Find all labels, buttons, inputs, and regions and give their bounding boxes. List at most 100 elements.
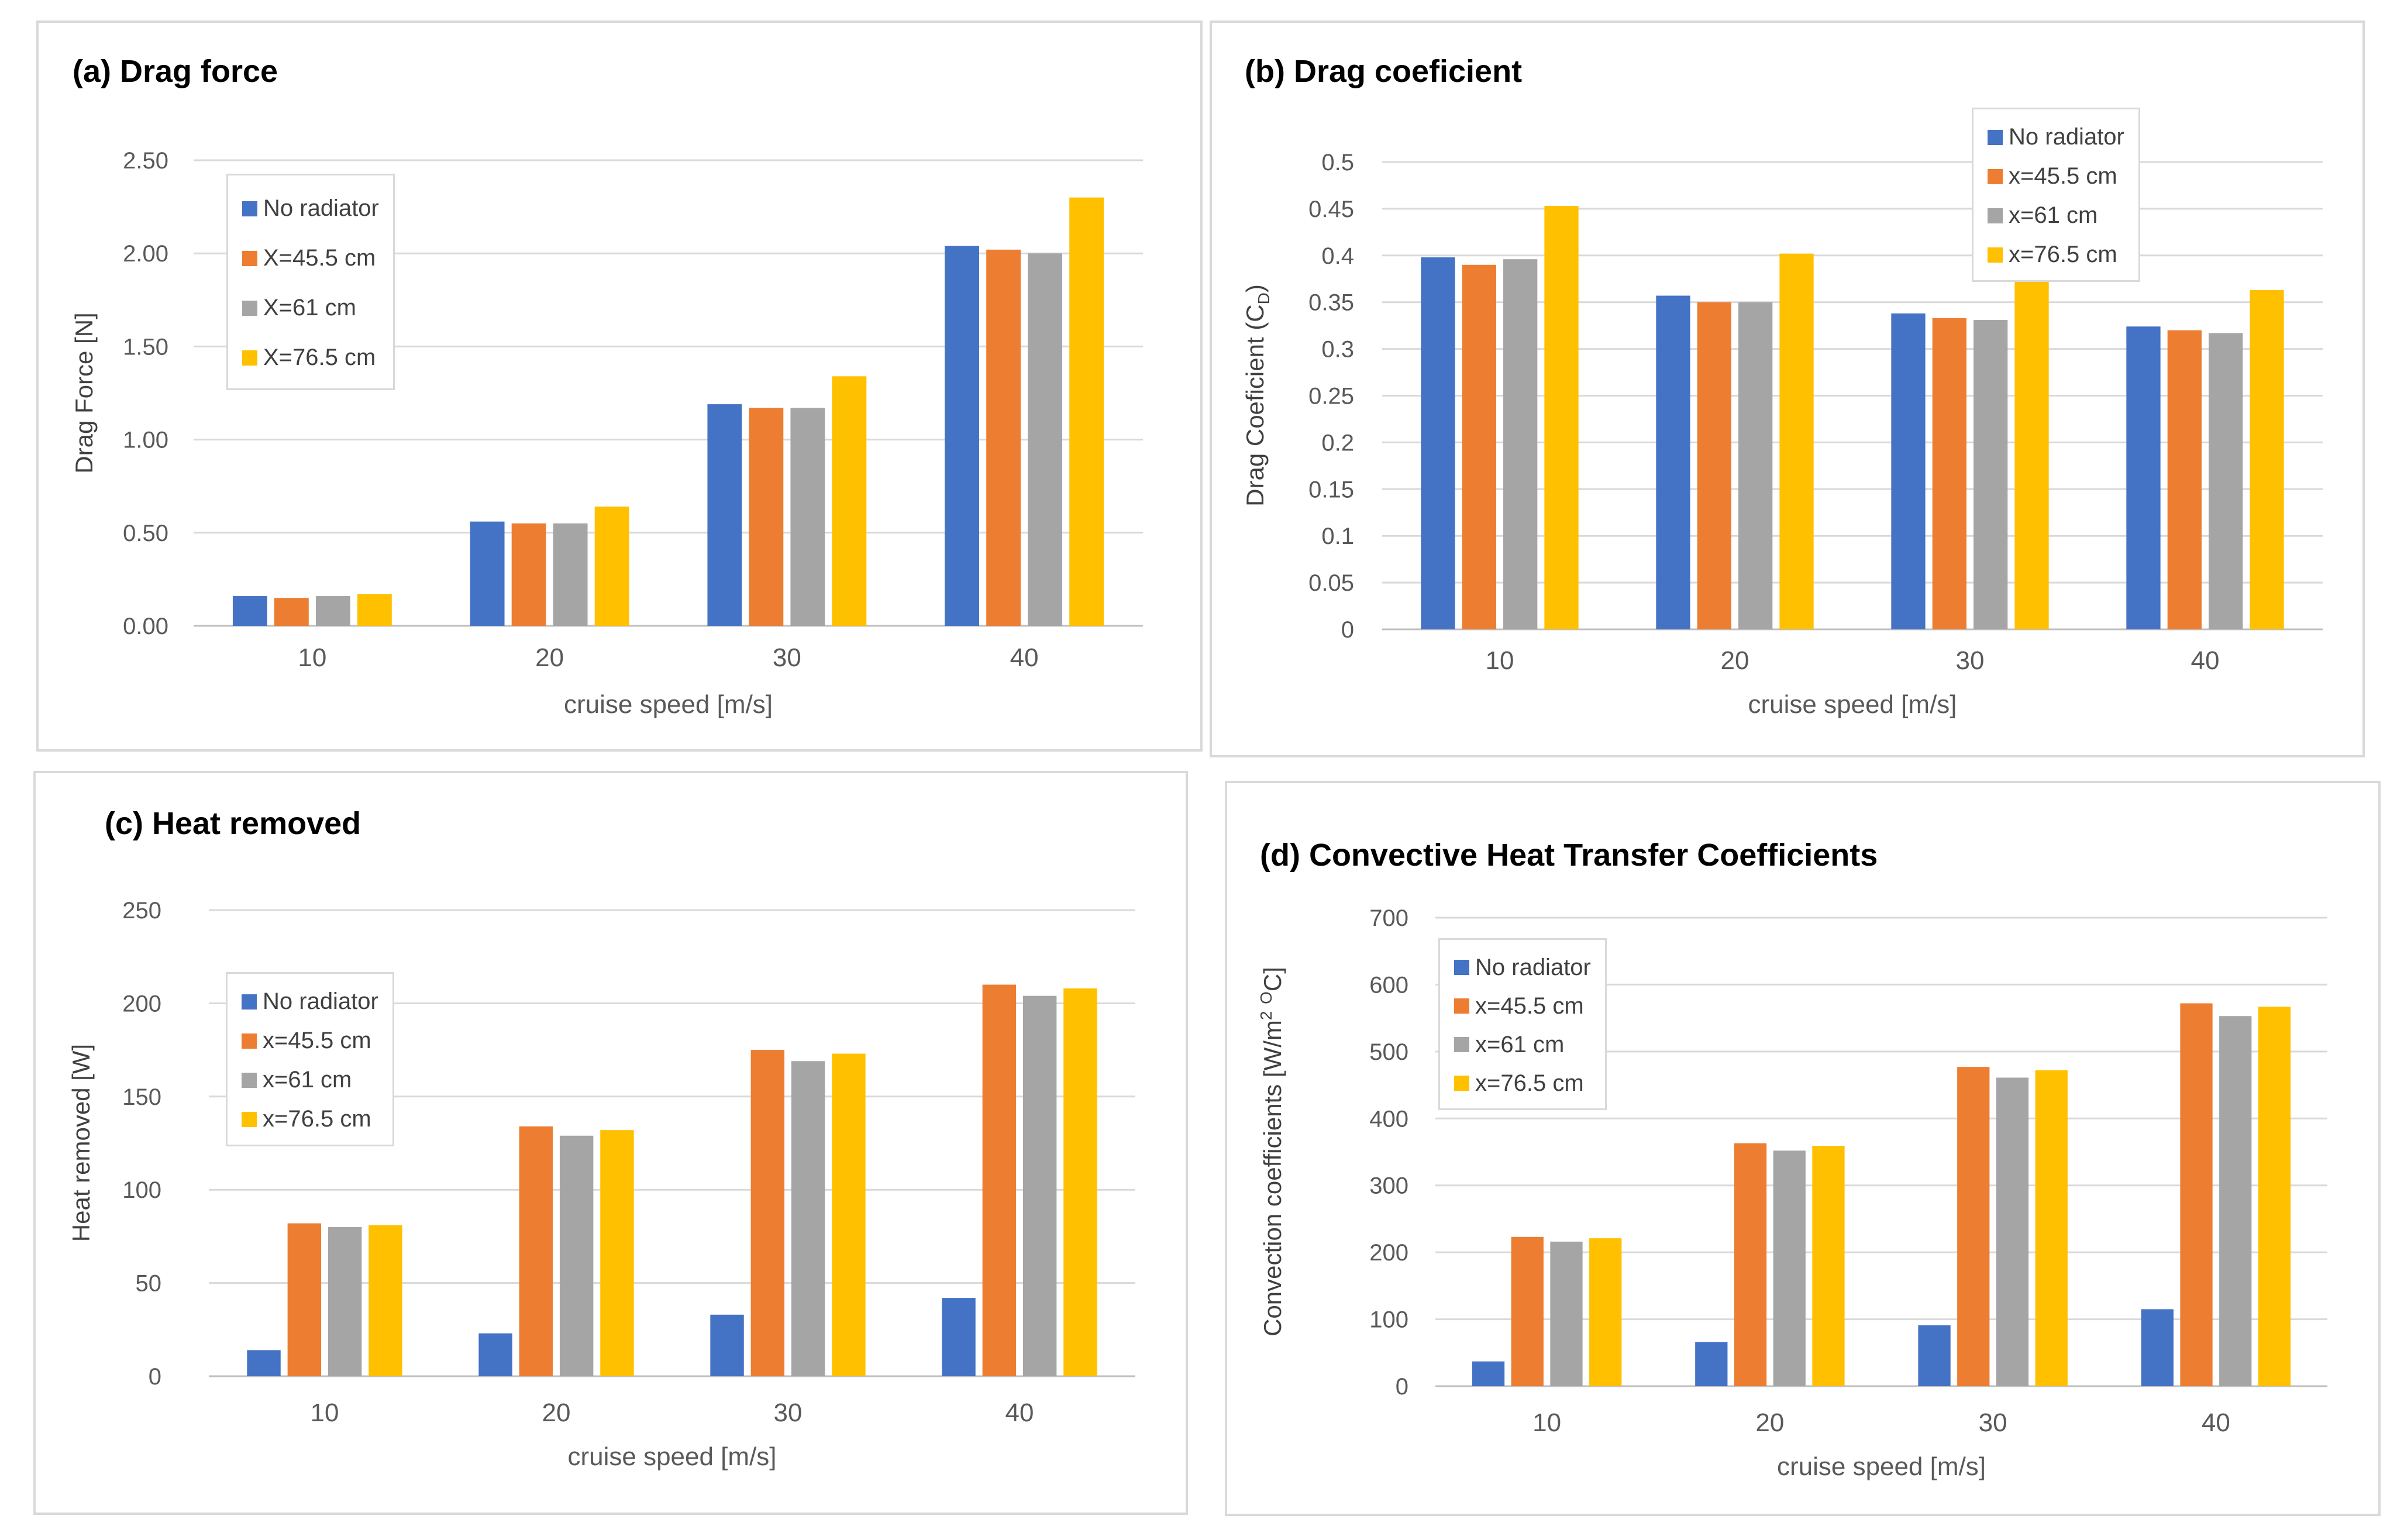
- legend: No radiator x=45.5 cm x=61 cm x=76.5 cm: [226, 972, 394, 1146]
- y-axis-label: Heat removed [W]: [67, 1044, 95, 1242]
- legend: No radiator x=45.5 cm x=61 cm x=76.5 cm: [1972, 108, 2140, 282]
- bar: [2141, 1309, 2174, 1386]
- bar: [1697, 302, 1731, 629]
- bar: [368, 1225, 402, 1376]
- bar: [1812, 1146, 1845, 1386]
- legend-swatch: [1454, 998, 1469, 1014]
- bar: [1738, 302, 1773, 629]
- bar: [1462, 264, 1496, 629]
- legend-swatch: [242, 300, 257, 316]
- bar: [1022, 995, 1057, 1376]
- bar: [478, 1333, 512, 1376]
- bar: [2258, 1007, 2291, 1386]
- legend-label: No radiator: [263, 195, 379, 221]
- legend-item-x45: x=45.5 cm: [1454, 987, 1591, 1025]
- legend-item-x76: x=76.5 cm: [242, 1100, 378, 1139]
- legend: No radiator x=45.5 cm x=61 cm x=76.5 cm: [1438, 938, 1607, 1110]
- y-tick-label: 0.15: [1308, 477, 1354, 502]
- panel-heat-removed: (c) Heat removed 0 50 100 150 200 250 10 20 30 40…: [33, 771, 1188, 1515]
- x-tick-label: 10: [298, 643, 326, 672]
- x-axis-label: cruise speed [m/s]: [1777, 1452, 1986, 1481]
- legend-swatch: [1454, 1037, 1469, 1052]
- legend-label: No radiator: [263, 988, 378, 1014]
- legend-item-no-radiator: No radiator: [1988, 118, 2124, 157]
- y-tick-label: 0.05: [1308, 570, 1354, 596]
- bar: [315, 596, 350, 626]
- chart-drag-force: 0.00 0.50 1.00 1.50 2.00 2.50 10 20 30 40 cruise s…: [70, 148, 1143, 719]
- y-tick-label: 0.45: [1308, 197, 1354, 222]
- bar: [357, 594, 392, 626]
- y-tick-label: 300: [1369, 1173, 1408, 1199]
- x-axis-label: cruise speed [m/s]: [567, 1442, 776, 1471]
- bar: [594, 507, 629, 626]
- bar: [519, 1126, 553, 1376]
- bar: [2035, 1070, 2068, 1386]
- y-tick-label: 0.5: [1321, 150, 1354, 175]
- legend-item-x76: X=76.5 cm: [242, 333, 379, 383]
- bar: [1734, 1143, 1767, 1386]
- legend-swatch: [1988, 168, 2003, 184]
- chart-convective-coefficients: 0 100 200 300 400 500 600 700 10 20 30 40 cruise spe…: [1257, 905, 2327, 1481]
- y-tick-label: 0.00: [123, 614, 168, 639]
- x-tick-label: 10: [1532, 1408, 1561, 1437]
- bar: [1069, 197, 1104, 626]
- legend-label: No radiator: [2009, 124, 2124, 150]
- bar: [2209, 333, 2243, 629]
- bar: [1996, 1077, 2029, 1386]
- y-tick-label: 0: [149, 1364, 161, 1390]
- bar: [791, 1061, 825, 1376]
- y-tick-label: 400: [1369, 1106, 1408, 1132]
- chart-title: (a) Drag force: [73, 54, 278, 89]
- y-axis-label-part: D: [1255, 292, 1273, 304]
- bar: [2219, 1016, 2252, 1386]
- legend-item-x61: x=61 cm: [1454, 1025, 1591, 1064]
- legend-label: x=76.5 cm: [263, 1106, 371, 1132]
- x-tick-label: 20: [1721, 646, 1749, 675]
- y-axis-label-part: O: [1257, 991, 1275, 1004]
- bar: [2014, 275, 2049, 629]
- x-axis-label: cruise speed [m/s]: [564, 690, 773, 719]
- x-tick-label: 30: [1979, 1408, 2007, 1437]
- bar: [1932, 318, 1966, 629]
- chart-title: (d) Convective Heat Transfer Coefficient…: [1260, 838, 1878, 873]
- bar: [710, 1314, 744, 1376]
- y-axis-label-part: Convection coefficients [W/m: [1259, 1020, 1286, 1336]
- legend-item-x45: x=45.5 cm: [1988, 157, 2124, 196]
- legend-swatch: [242, 350, 257, 366]
- bar: [1421, 257, 1455, 630]
- x-tick-label: 20: [1755, 1408, 1784, 1437]
- x-tick-label: 10: [311, 1398, 339, 1427]
- bar: [749, 408, 784, 626]
- legend-item-x61: x=61 cm: [1988, 196, 2124, 235]
- y-tick-label: 0.3: [1321, 337, 1354, 363]
- bar: [1544, 206, 1579, 630]
- bar: [2167, 330, 2202, 629]
- y-tick-label: 0.1: [1321, 523, 1354, 549]
- y-tick-label: 0: [1396, 1374, 1408, 1400]
- bar: [511, 523, 546, 626]
- x-tick-label: 10: [1486, 646, 1514, 675]
- x-tick-label: 20: [542, 1398, 571, 1427]
- legend-item-x61: x=61 cm: [242, 1060, 378, 1100]
- legend-swatch: [242, 1072, 257, 1088]
- bar: [2126, 326, 2161, 629]
- legend-label: x=45.5 cm: [1475, 993, 1584, 1019]
- y-tick-label: 0.35: [1308, 290, 1354, 316]
- legend-swatch: [1454, 1076, 1469, 1091]
- y-tick-label: 0.4: [1321, 243, 1354, 269]
- bar: [1550, 1241, 1583, 1386]
- bar: [1957, 1067, 1990, 1386]
- panel-drag-coefficient: (b) Drag coeficient 0 0.05 0.1 0.15 0.2 0.25 0…: [1210, 20, 2365, 757]
- bar: [1656, 295, 1690, 629]
- legend-swatch: [242, 250, 257, 266]
- x-tick-label: 40: [1010, 643, 1039, 672]
- y-axis-label-part: [1259, 1004, 1286, 1011]
- y-tick-label: 150: [122, 1084, 161, 1110]
- y-axis-label-part: ): [1241, 284, 1269, 292]
- bar: [232, 596, 267, 626]
- legend-label: x=61 cm: [263, 1067, 352, 1093]
- legend-label: No radiator: [1475, 954, 1591, 980]
- legend-label: X=76.5 cm: [263, 344, 376, 370]
- x-tick-label: 40: [2191, 646, 2220, 675]
- y-axis-label: Convection coefficients [W/m2 OC]: [1257, 967, 1286, 1336]
